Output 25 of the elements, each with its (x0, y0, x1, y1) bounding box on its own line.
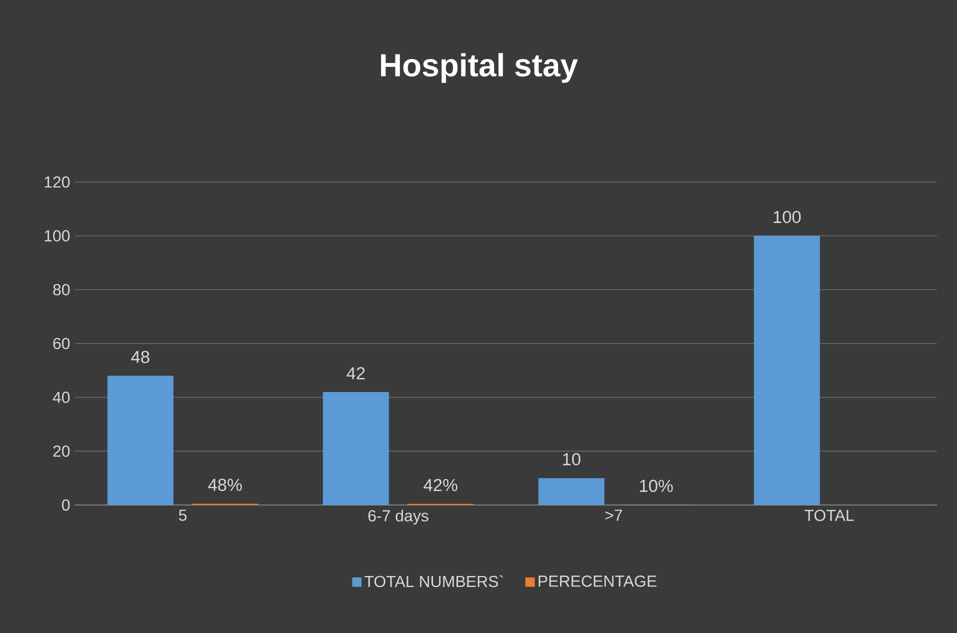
y-tick-label: 60 (53, 338, 70, 350)
x-tick-label: 6-7 days (368, 510, 428, 525)
chart-title: Hospital stay (381, 53, 578, 83)
legend-label: TOTAL NUMBERS` (364, 575, 503, 588)
bar (538, 478, 604, 506)
data-label: 10 (563, 453, 580, 466)
bar (107, 376, 174, 506)
data-label: 42 (346, 367, 365, 380)
x-tick-label: >7 (605, 510, 622, 521)
bar (322, 392, 389, 506)
y-tick-label: 20 (53, 446, 70, 457)
x-tick-label: 5 (178, 510, 187, 521)
y-tick-label: 0 (62, 499, 70, 511)
data-label: 48 (131, 350, 150, 364)
y-tick-label: 100 (44, 230, 70, 242)
bar (754, 236, 820, 506)
data-label: 42% (424, 478, 458, 492)
data-label: 48% (208, 478, 242, 491)
legend-label: PERECENTAGE (538, 576, 656, 587)
y-tick-label: 80 (53, 284, 70, 296)
data-label: 10% (640, 480, 673, 492)
x-tick-label: TOTAL (804, 510, 854, 522)
y-tick-label: 40 (52, 392, 70, 403)
y-tick-label: 120 (44, 176, 70, 188)
data-label: 100 (774, 210, 801, 224)
